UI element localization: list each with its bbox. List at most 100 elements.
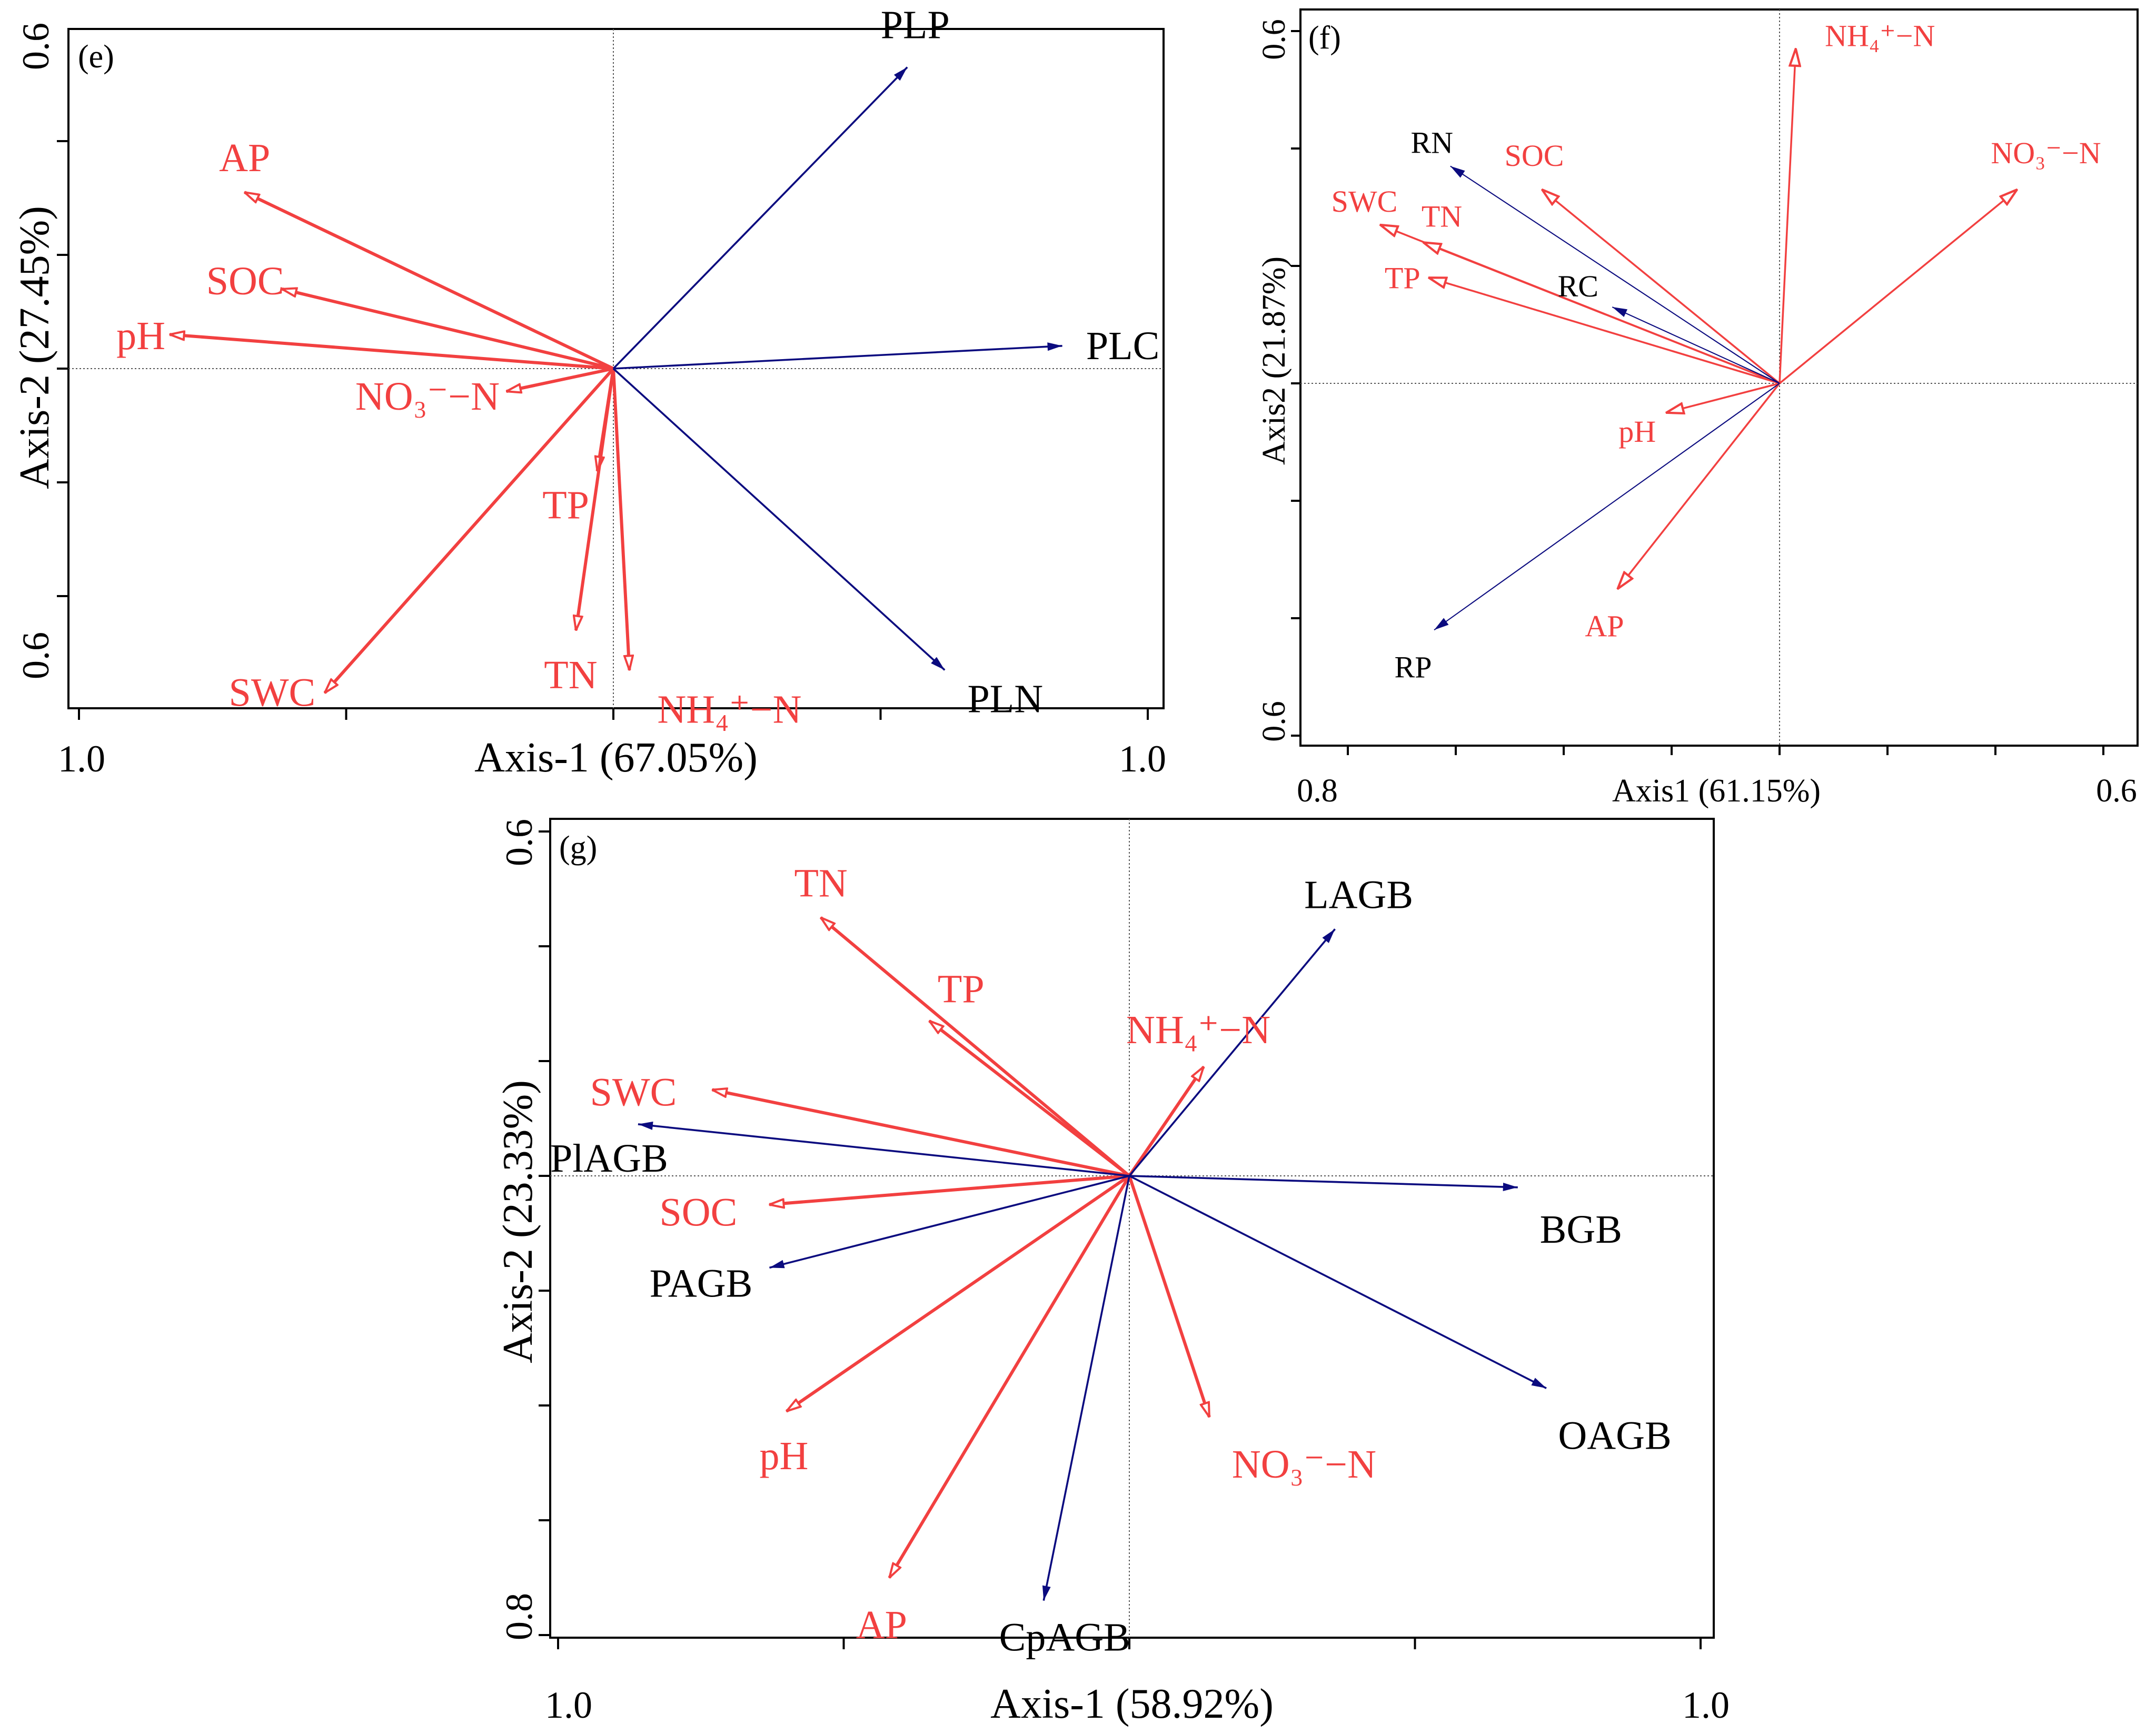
panel-g-frame bbox=[549, 818, 1715, 1639]
panel-e-x-axis-label: Axis-1 (67.05%) bbox=[474, 735, 758, 781]
bio-vector-pln bbox=[612, 368, 946, 671]
env-label-nh4-n: NH₄⁺−N bbox=[657, 687, 801, 731]
panel-f-x-tick-left: 0.8 bbox=[1297, 773, 1338, 809]
panel-e-y-axis-label: Axis-2 (27.45%) bbox=[12, 206, 58, 489]
env-vector-ap bbox=[245, 192, 614, 370]
panel-f-y-tick-top: 0.6 bbox=[1256, 19, 1292, 60]
env-label-tn: TN bbox=[544, 653, 597, 697]
env-vector-no3-n bbox=[1128, 1175, 1211, 1417]
env-label-ph: pH bbox=[760, 1434, 809, 1478]
env-vector-ap bbox=[889, 1175, 1131, 1578]
env-label-swc: SWC bbox=[229, 671, 316, 715]
env-vector-tn bbox=[576, 368, 615, 630]
env-vector-nh4-n bbox=[612, 368, 629, 670]
bio-label-cpagb: CpAGB bbox=[999, 1616, 1130, 1660]
bio-label-pagb: PAGB bbox=[650, 1261, 753, 1305]
panel-e-x-tick-left: 1.0 bbox=[58, 738, 105, 780]
panel-g-vectors bbox=[638, 918, 1547, 1601]
panel-g-y-tick-top: 0.6 bbox=[498, 819, 540, 866]
panel-g-vector-labels: TN TP NH₄⁺−N SWC SOC pH AP NO₃⁻−N LAGB PlAGB PAGB B… bbox=[550, 861, 1672, 1660]
env-vector-no3-n bbox=[506, 367, 614, 391]
panel-g-x-axis-label: Axis-1 (58.92%) bbox=[990, 1681, 1274, 1727]
bio-vector-plp bbox=[612, 66, 908, 370]
bio-label-plagb: PlAGB bbox=[550, 1136, 668, 1181]
bio-vector-bgb bbox=[1129, 1175, 1518, 1191]
panel-f-y-tick-bottom: 0.6 bbox=[1256, 701, 1292, 742]
panel-g-y-tick-bottom: 0.8 bbox=[498, 1593, 540, 1640]
env-label-tn: TN bbox=[1422, 199, 1462, 233]
env-vector-ph bbox=[787, 1174, 1130, 1411]
env-label-ap: AP bbox=[219, 136, 270, 180]
env-label-swc: SWC bbox=[1332, 184, 1398, 219]
bio-label-oagb: OAGB bbox=[1558, 1413, 1671, 1458]
panel-f-label: (f) bbox=[1308, 20, 1341, 56]
bio-label-rp: RP bbox=[1395, 650, 1432, 684]
bio-label-plc: PLC bbox=[1086, 324, 1159, 368]
env-label-tn: TN bbox=[794, 861, 847, 906]
env-vector-tn bbox=[821, 918, 1130, 1177]
env-vector-soc bbox=[1542, 190, 1781, 384]
bio-label-bgb: BGB bbox=[1540, 1207, 1622, 1252]
bio-label-lagb: LAGB bbox=[1304, 873, 1413, 917]
env-vector-soc bbox=[282, 289, 614, 370]
env-label-ph: pH bbox=[1618, 414, 1656, 449]
panel-f-y-axis-label: Axis2 (21.87%) bbox=[1256, 256, 1292, 465]
bio-vector-lagb bbox=[1128, 928, 1336, 1177]
bio-vector-rp bbox=[1434, 383, 1780, 631]
env-label-no3-n: NO₃⁻−N bbox=[1991, 136, 2101, 170]
bio-vector-cpagb bbox=[1042, 1175, 1130, 1601]
env-vector-nh4-n bbox=[1128, 1067, 1204, 1177]
env-label-no3-n: NO₃⁻−N bbox=[355, 374, 500, 419]
panel-f-frame bbox=[1299, 8, 2139, 747]
panel-g-x-tick-right: 1.0 bbox=[1682, 1684, 1730, 1726]
env-vector-ph bbox=[1666, 382, 1780, 413]
env-label-nh4-n: NH₄⁺−N bbox=[1825, 18, 1935, 53]
env-label-ap: AP bbox=[856, 1603, 907, 1647]
bio-vector-oagb bbox=[1129, 1175, 1547, 1389]
panel-f-x-axis-label: Axis1 (61.15%) bbox=[1612, 773, 1821, 809]
env-vector-soc bbox=[769, 1174, 1130, 1205]
env-label-soc: SOC bbox=[660, 1191, 738, 1235]
env-vector-swc bbox=[712, 1090, 1130, 1177]
env-label-swc: SWC bbox=[590, 1071, 677, 1115]
bio-vector-rn bbox=[1450, 165, 1780, 384]
env-label-ph: pH bbox=[116, 314, 165, 358]
env-label-tp: TP bbox=[938, 967, 985, 1012]
bio-label-rn: RN bbox=[1410, 125, 1453, 160]
panel-e-label: (e) bbox=[78, 39, 114, 75]
panel-e-ticks bbox=[57, 140, 1149, 720]
env-label-tp: TP bbox=[542, 483, 589, 527]
bio-label-rc: RC bbox=[1558, 269, 1598, 303]
panel-f-x-tick-right: 0.6 bbox=[2096, 773, 2137, 809]
panel-e-x-tick-right: 1.0 bbox=[1119, 738, 1166, 780]
bio-vector-plagb bbox=[638, 1121, 1130, 1177]
panel-f-ticks bbox=[1291, 30, 2104, 755]
bio-label-plp: PLP bbox=[881, 3, 950, 47]
env-label-tp: TP bbox=[1385, 261, 1420, 295]
env-vector-swc bbox=[325, 368, 615, 693]
bio-vector-plc bbox=[613, 342, 1062, 370]
env-label-soc: SOC bbox=[1505, 138, 1564, 173]
bio-vector-pagb bbox=[769, 1175, 1130, 1269]
panel-e-y-tick-top: 0.6 bbox=[15, 23, 57, 70]
env-vector-no3-n bbox=[1779, 190, 2017, 384]
env-label-no3-n: NO₃⁻−N bbox=[1232, 1442, 1376, 1487]
bio-vector-rc bbox=[1612, 306, 1780, 384]
panel-g-x-tick-left: 1.0 bbox=[545, 1684, 592, 1726]
bio-label-pln: PLN bbox=[968, 677, 1044, 721]
panel-e-y-tick-bottom: 0.6 bbox=[15, 632, 57, 679]
env-label-soc: SOC bbox=[206, 259, 284, 303]
panel-g-zero-lines bbox=[550, 819, 1714, 1638]
panel-g: TN TP NH₄⁺−N SWC SOC pH AP NO₃⁻−N LAGB PlAGB PAGB B… bbox=[495, 818, 1730, 1727]
panel-g-label: (g) bbox=[559, 830, 597, 866]
env-vector-tn bbox=[1424, 242, 1780, 384]
env-vector-nh4-n bbox=[1779, 48, 1796, 384]
env-label-ap: AP bbox=[1585, 609, 1624, 643]
panel-f-zero-lines bbox=[1300, 9, 2138, 746]
env-label-nh4-n: NH₄⁺−N bbox=[1126, 1008, 1270, 1052]
panel-g-ticks bbox=[539, 830, 1702, 1649]
